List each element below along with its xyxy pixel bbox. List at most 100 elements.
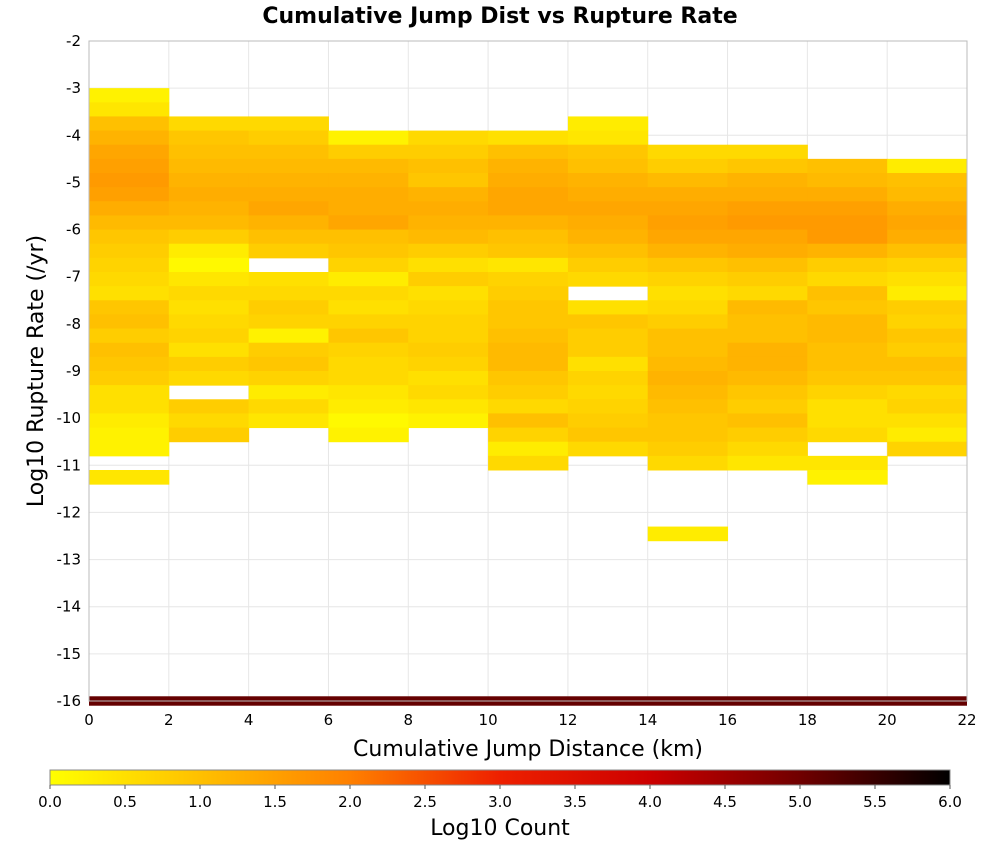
heatmap-cell [887, 342, 968, 358]
heatmap-cell [567, 371, 649, 386]
heatmap-cell [408, 413, 489, 429]
heatmap-cell [647, 229, 729, 245]
heatmap-cell [89, 229, 170, 245]
heatmap-cell [89, 158, 170, 174]
heatmap-cell [887, 300, 968, 315]
heatmap-cell [807, 455, 888, 471]
heatmap-cell [168, 130, 250, 146]
heatmap-cell [488, 356, 569, 372]
heatmap-cell [89, 342, 170, 358]
heatmap-cell [408, 371, 489, 386]
heatmap-cell [408, 272, 489, 287]
heatmap-cell [727, 243, 808, 259]
heatmap-cell [89, 102, 170, 117]
y-tick-label: -12 [57, 503, 82, 521]
heatmap-cell [408, 257, 489, 273]
heatmap-cell [89, 130, 170, 146]
heatmap-cell [807, 187, 888, 202]
heatmap-cell [647, 201, 729, 216]
heatmap-cell [887, 257, 968, 273]
heatmap-cell [647, 173, 729, 188]
heatmap-cell [168, 286, 250, 301]
heatmap-cell [887, 427, 968, 443]
heatmap-cell [328, 385, 409, 400]
heatmap-cell [168, 356, 250, 372]
heatmap-cell [408, 158, 489, 174]
colorbar [49, 769, 951, 786]
heatmap-cell [168, 229, 250, 245]
heatmap-cell [567, 243, 649, 259]
heatmap-cell [807, 385, 888, 400]
heatmap-cell [647, 187, 729, 202]
heatmap-cell [89, 215, 170, 231]
heatmap-cell [168, 413, 250, 429]
heatmap-cell [727, 286, 808, 301]
heatmap-cell [567, 215, 649, 231]
heatmap-cell [567, 116, 649, 132]
heatmap-cell [408, 385, 489, 400]
y-tick-label: -4 [66, 126, 81, 144]
heatmap-cell [567, 413, 649, 429]
heatmap-cell [567, 173, 649, 188]
heatmap-cell [328, 371, 409, 386]
heatmap-cell [727, 229, 808, 245]
y-tick-label: -16 [57, 692, 82, 710]
heatmap-cell [887, 201, 968, 216]
heatmap-cell [807, 427, 888, 443]
heatmap-cell [567, 328, 649, 344]
heatmap-cell [567, 385, 649, 400]
heatmap-cell [727, 455, 808, 471]
heatmap-cell [328, 243, 409, 259]
heatmap-cell [647, 257, 729, 273]
heatmap-cell [807, 286, 888, 301]
heatmap-cell [647, 399, 729, 414]
heatmap-cell [488, 342, 569, 358]
heatmap-cell [727, 173, 808, 188]
heatmap-cell [248, 130, 329, 146]
heatmap-cell [727, 215, 808, 231]
y-axis-label: Log10 Rupture Rate (/yr) [24, 235, 49, 507]
heatmap-cell [168, 201, 250, 216]
heatmap-cell [168, 243, 250, 259]
heatmap-cell [488, 371, 569, 386]
heatmap-cell [89, 371, 170, 386]
heatmap-cell [807, 257, 888, 273]
heatmap-cell [807, 158, 888, 174]
heatmap-cell [408, 342, 489, 358]
colorbar-label: Log10 Count [430, 816, 570, 841]
heatmap-cell [488, 314, 569, 330]
heatmap-cell [89, 441, 170, 457]
heatmap-cell [807, 201, 888, 216]
heatmap-cell [89, 257, 170, 273]
y-tick-label: -15 [57, 645, 82, 663]
heatmap-cell [647, 300, 729, 315]
heatmap-cell [408, 314, 489, 330]
heatmap-cell [647, 371, 729, 386]
heatmap-cell [807, 413, 888, 429]
x-tick-label: 0 [84, 711, 94, 729]
heatmap-cell [727, 257, 808, 273]
heatmap-cell [89, 173, 170, 188]
heatmap-cell [567, 201, 649, 216]
colorbar-tick-label: 1.5 [263, 793, 287, 811]
heatmap-cell [807, 399, 888, 414]
x-tick-label: 20 [878, 711, 897, 729]
x-tick-label: 10 [479, 711, 498, 729]
heatmap-cell [168, 427, 250, 443]
x-tick-label: 8 [403, 711, 413, 729]
heatmap-cell [488, 215, 569, 231]
heatmap-cells [89, 88, 968, 706]
heatmap-cell [168, 173, 250, 188]
y-tick-label: -8 [66, 315, 81, 333]
heatmap-cell [488, 144, 569, 160]
heatmap-cell [89, 356, 170, 372]
heatmap-cell [408, 201, 489, 216]
heatmap-cell [647, 342, 729, 358]
heatmap-cell [408, 187, 489, 202]
heatmap-cell [567, 399, 649, 414]
colorbar-tick-label: 3.5 [563, 793, 587, 811]
heatmap-cell [408, 229, 489, 245]
colorbar-tick-label: 0.0 [38, 793, 62, 811]
y-tick-label: -14 [57, 598, 82, 616]
